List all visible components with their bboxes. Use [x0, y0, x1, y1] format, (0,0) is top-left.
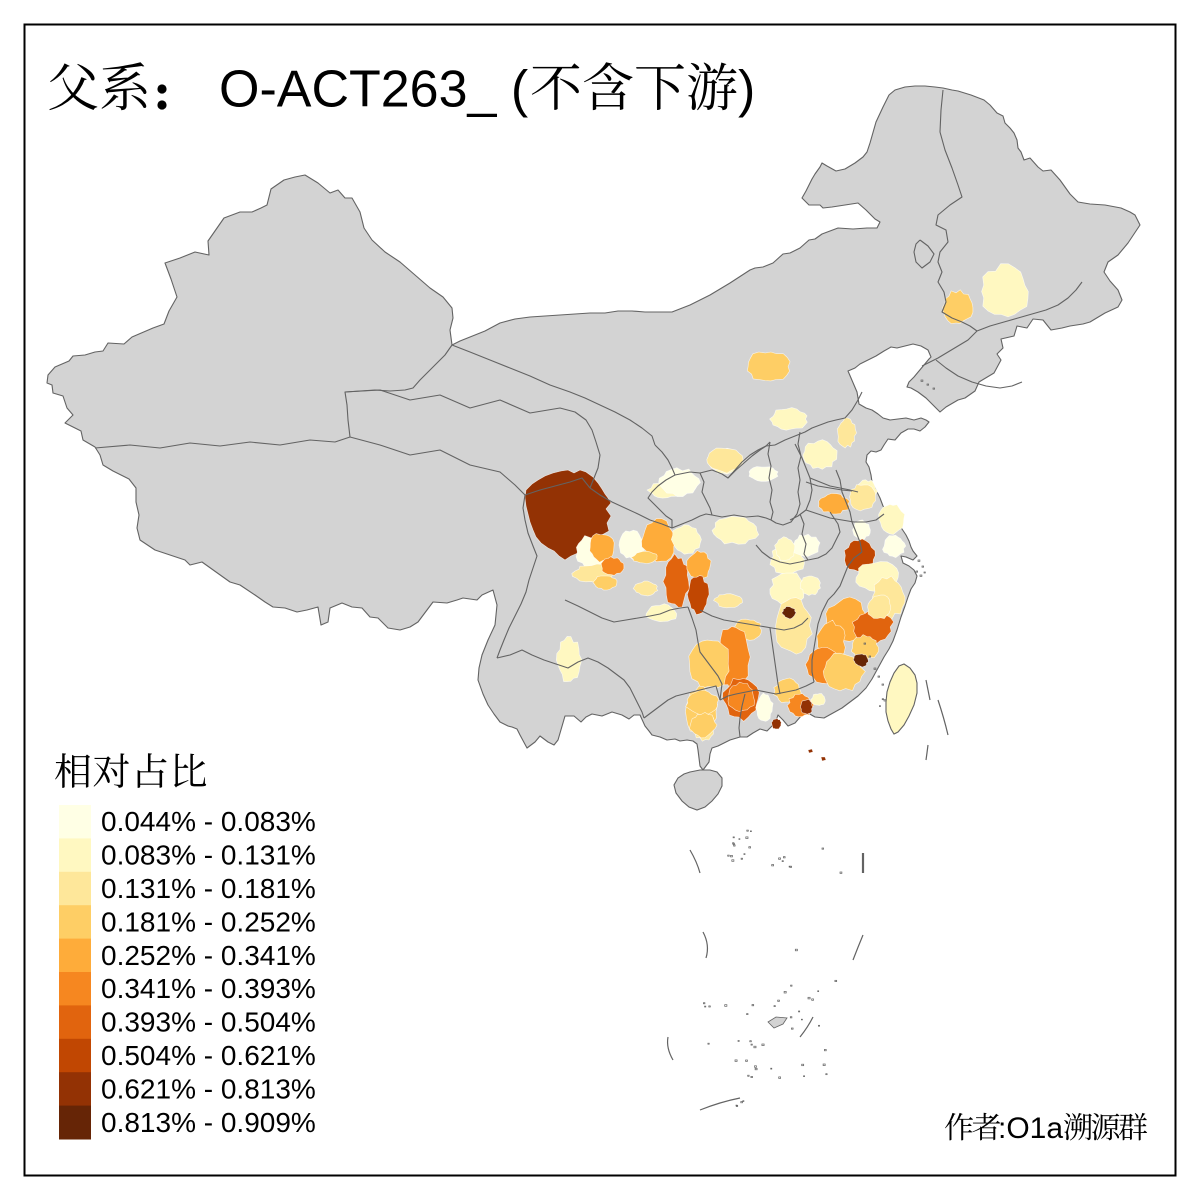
svg-text:): )	[738, 61, 755, 119]
svg-text::O1a: :O1a	[998, 1112, 1063, 1145]
svg-text:0.621% - 0.813%: 0.621% - 0.813%	[101, 1073, 316, 1104]
svg-text:0.504% - 0.621%: 0.504% - 0.621%	[101, 1040, 316, 1071]
svg-text:0.813% - 0.909%: 0.813% - 0.909%	[101, 1107, 316, 1138]
svg-text:0.181% - 0.252%: 0.181% - 0.252%	[101, 906, 316, 937]
svg-text:0.044% - 0.083%: 0.044% - 0.083%	[101, 806, 316, 837]
svg-text:0.083% - 0.131%: 0.083% - 0.131%	[101, 840, 316, 871]
svg-text:0.252% - 0.341%: 0.252% - 0.341%	[101, 940, 316, 971]
svg-text:0.341% - 0.393%: 0.341% - 0.393%	[101, 973, 316, 1004]
svg-text:O-ACT263_ (: O-ACT263_ (	[219, 61, 529, 119]
svg-text:0.393% - 0.504%: 0.393% - 0.504%	[101, 1007, 316, 1038]
svg-text:0.131% - 0.181%: 0.131% - 0.181%	[101, 873, 316, 904]
